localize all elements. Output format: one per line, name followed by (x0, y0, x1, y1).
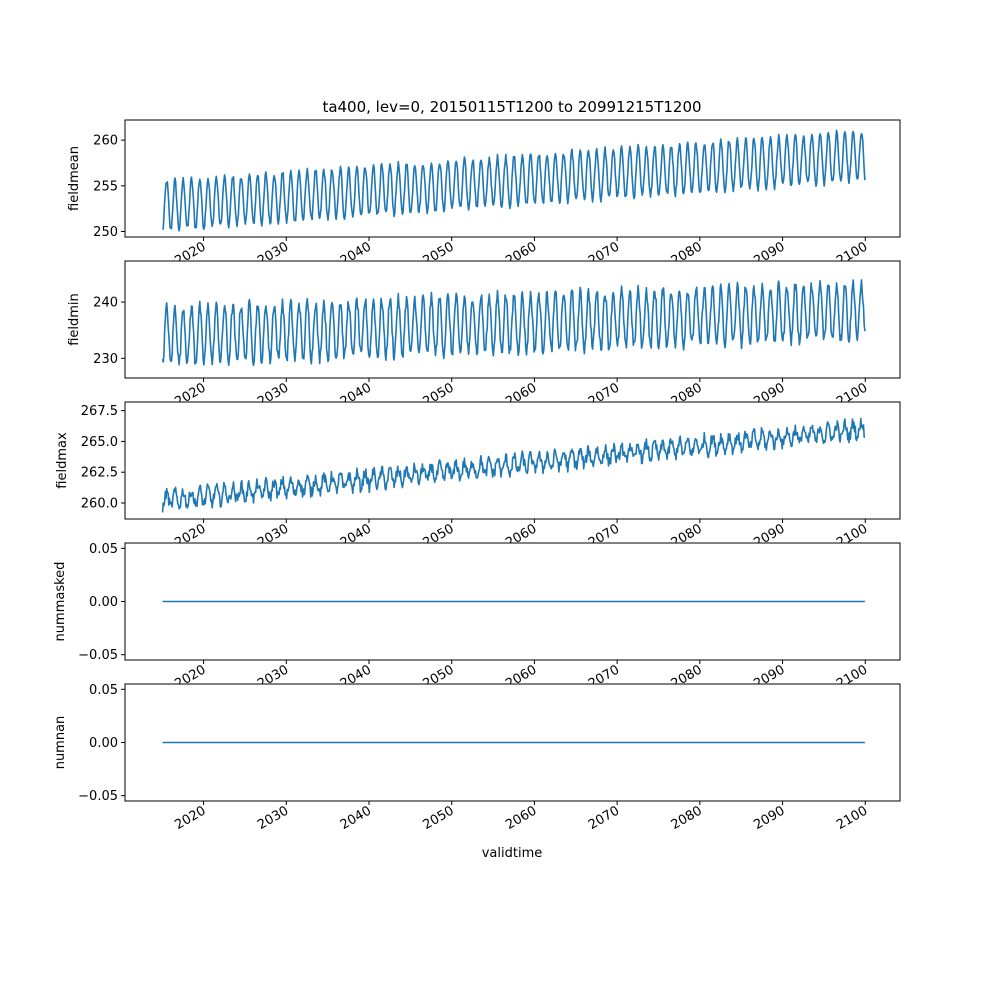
nummasked-ytick-label: −0.05 (78, 648, 118, 663)
numnan-ytick-label: −0.05 (78, 789, 118, 804)
fieldmin-ytick-label: 240 (93, 296, 118, 311)
numnan-ytick-label: 0.05 (89, 683, 118, 698)
fieldmax-axes-frame (124, 401, 901, 520)
fieldmin-series-line (161, 279, 866, 367)
fieldmax-ytick-label: 262.5 (81, 466, 118, 481)
y-axis-label: numnan (53, 716, 68, 770)
fieldmax-ytick-label: 260.0 (81, 496, 118, 511)
y-axis-label: fieldmax (55, 432, 70, 489)
fieldmax-ytick-label: 267.5 (81, 404, 118, 419)
fieldmean-axes-frame (124, 119, 901, 238)
fieldmean-series-line (161, 129, 866, 232)
fieldmin-axes-frame (124, 260, 901, 379)
fieldmean-ytick-label: 260 (93, 134, 118, 149)
fieldmean-ytick-label: 255 (93, 179, 118, 194)
fieldmax-ytick-label: 265.0 (81, 435, 118, 450)
y-axis-label: fieldmin (67, 293, 82, 346)
fieldmax-series-line (161, 417, 866, 513)
numnan-ytick-label: 0.00 (89, 736, 118, 751)
nummasked-ytick-label: 0.05 (89, 542, 118, 557)
x-axis-label: validtime (482, 846, 543, 861)
y-axis-label: fieldmean (67, 146, 82, 211)
fieldmean-ytick-label: 250 (93, 225, 118, 240)
fieldmin-ytick-label: 230 (93, 352, 118, 367)
nummasked-ytick-label: 0.00 (89, 595, 118, 610)
y-axis-label: nummasked (53, 562, 68, 642)
figure-title: ta400, lev=0, 20150115T1200 to 20991215T… (322, 98, 701, 116)
